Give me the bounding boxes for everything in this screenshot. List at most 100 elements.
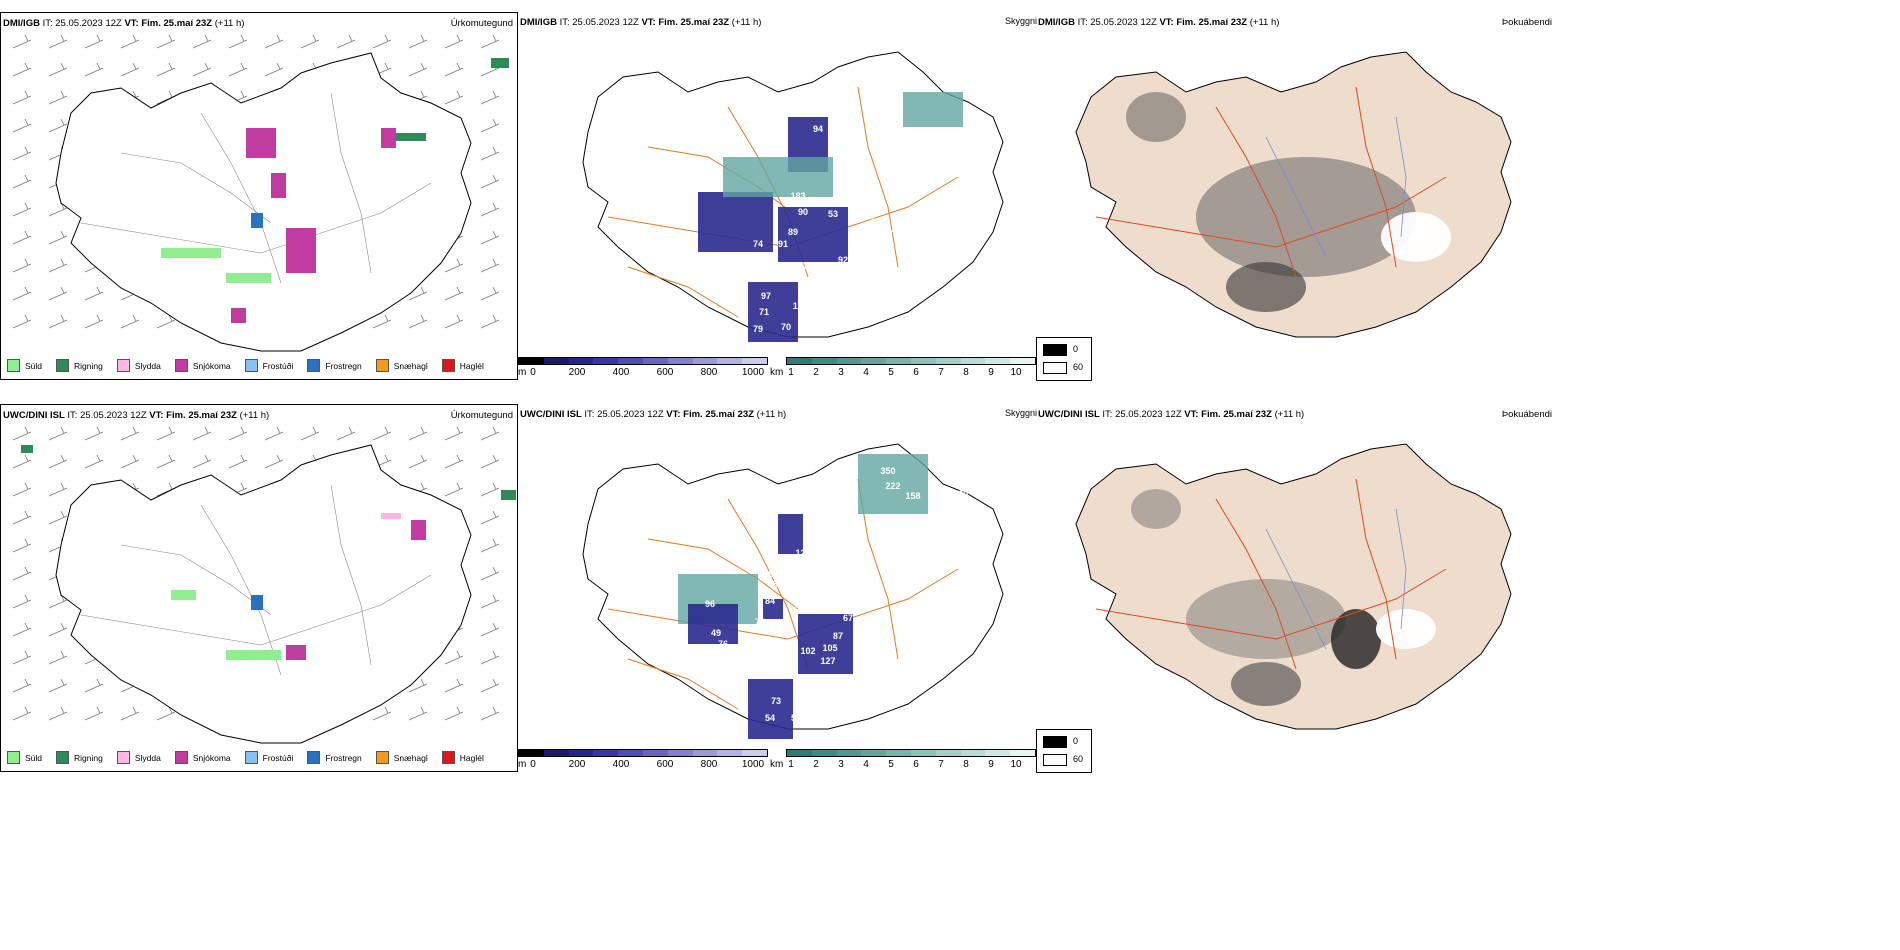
wind-barb	[372, 34, 392, 49]
wind-barb	[444, 650, 464, 665]
wind-barb	[48, 454, 68, 469]
wind-barb	[444, 286, 464, 301]
visibility-value-label: 67	[843, 613, 853, 623]
wind-barb	[48, 706, 68, 721]
visibility-value-label: 132	[802, 261, 817, 271]
wind-barb	[120, 426, 140, 441]
wind-barb	[228, 454, 248, 469]
wind-barb	[336, 426, 356, 441]
legend-swatch	[244, 751, 258, 764]
visibility-value-label: 92	[838, 255, 848, 265]
legend-swatch	[441, 751, 455, 764]
wind-barb	[480, 118, 500, 133]
visibility-panel-row1: DMI/IGB IT: 25.05.2023 12Z VT: Fim. 25.m…	[518, 12, 1036, 380]
legend-label: Snjókoma	[192, 360, 231, 371]
wind-barb	[48, 62, 68, 77]
visibility-unit: km	[770, 759, 784, 770]
wind-barb	[156, 314, 176, 329]
precip-legend: Súld Rigning Slydda Snjókoma Frostúði Frostre…	[7, 751, 484, 764]
legend-item: Súld	[7, 751, 42, 764]
iceland-outline	[55, 444, 472, 744]
wind-barb	[84, 678, 104, 693]
colorbar-segment	[1010, 750, 1035, 756]
wind-barb	[12, 34, 32, 49]
visibility-value-label: 131	[972, 526, 987, 536]
legend-label: Súld	[25, 360, 43, 371]
legend-item: Snæhagl	[375, 359, 428, 372]
colorbar-segment	[935, 358, 961, 364]
wind-barb	[480, 594, 500, 609]
fog-map	[1075, 51, 1512, 338]
legend-label: Frostregn	[325, 752, 362, 763]
colorbar-segment	[886, 750, 911, 756]
wind-barb	[480, 482, 500, 497]
colorbar-tick: 200	[568, 759, 586, 770]
wind-barb	[444, 62, 464, 77]
colorbar-segment	[960, 358, 986, 364]
colorbar-segment	[742, 750, 767, 756]
visibility-value-label: 74	[753, 239, 763, 249]
legend-swatch	[56, 751, 70, 764]
wind-barb	[120, 314, 140, 329]
colorbar-tick: 1000	[741, 367, 765, 378]
visibility-value-label: 102	[800, 646, 815, 656]
legend-item: Frostregn	[307, 751, 362, 764]
visibility-title: Skyggni	[1005, 16, 1038, 26]
fog-panel-row1: DMI/IGB IT: 25.05.2023 12Z VT: Fim. 25.m…	[1036, 12, 1556, 380]
wind-barb	[48, 286, 68, 301]
legend-swatch	[174, 359, 188, 372]
legend-label: Snæhagl	[393, 752, 428, 763]
wind-barb	[372, 426, 392, 441]
wind-barb	[120, 62, 140, 77]
legend-swatch	[441, 359, 455, 372]
wind-barb	[12, 482, 32, 497]
wind-barb	[156, 454, 176, 469]
panel-header: DMI/IGB IT: 25.05.2023 12Z VT: Fim. 25.m…	[3, 18, 245, 29]
visibility-value-label: 38	[773, 579, 783, 589]
legend-item: Snæhagl	[375, 751, 428, 764]
visibility-value-label: 91	[778, 239, 788, 249]
visibility-value-label: 44	[795, 601, 805, 611]
wind-barb	[120, 454, 140, 469]
colorbar-segment	[811, 358, 837, 364]
colorbar-tick: 10	[1010, 367, 1022, 378]
wind-barb	[12, 454, 32, 469]
wind-barb	[264, 34, 284, 49]
wind-barb	[408, 706, 428, 721]
legend-item: Slydda	[116, 359, 161, 372]
visibility-value-label: 78	[755, 617, 765, 627]
visibility-value-label: 113	[793, 301, 808, 311]
colorbar-tick: 8	[963, 759, 969, 770]
wind-barb	[12, 174, 32, 189]
visibility-value-label: 124	[795, 548, 810, 558]
fog-legend-label-0: 0	[1073, 736, 1079, 746]
visibility-value-label: 73	[745, 256, 755, 266]
visibility-value-label: 71	[759, 307, 769, 317]
wind-barb	[12, 314, 32, 329]
wind-barb	[444, 706, 464, 721]
wind-barb	[84, 706, 104, 721]
colorbar-tick: 1	[788, 367, 794, 378]
colorbar-segment	[1010, 358, 1035, 364]
wind-barb	[480, 678, 500, 693]
wind-barb	[192, 34, 212, 49]
wind-barb	[12, 286, 32, 301]
colorbar-tick: 3	[838, 367, 844, 378]
wind-barb	[192, 62, 212, 77]
wind-barb	[156, 706, 176, 721]
colorbar-segment	[519, 750, 544, 756]
wind-barb	[336, 34, 356, 49]
colorbar-segment	[886, 358, 911, 364]
wind-barb	[48, 650, 68, 665]
visibility-value-label: 87	[833, 631, 843, 641]
legend-label: Slydda	[134, 360, 161, 371]
wind-barb	[48, 678, 68, 693]
colorbar-segment	[667, 358, 693, 364]
height-unit: m	[518, 759, 527, 770]
visibility-value-label: 184	[950, 134, 965, 144]
legend-item: Haglél	[441, 359, 484, 372]
panel-header: UWC/DINI ISL IT: 25.05.2023 12Z VT: Fim.…	[1038, 409, 1305, 420]
legend-label: Frostúði	[262, 360, 294, 371]
wind-barb	[48, 314, 68, 329]
height-colorbar	[518, 749, 768, 757]
